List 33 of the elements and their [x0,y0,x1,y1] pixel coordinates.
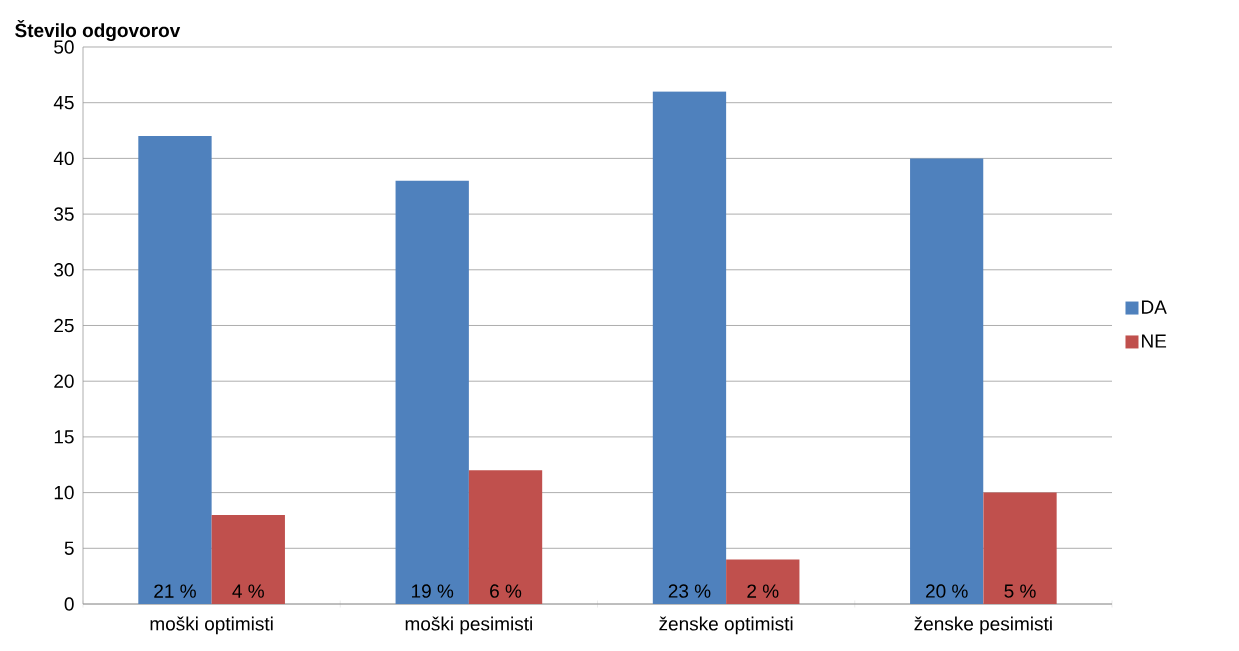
x-tick-label: ženske optimisti [659,616,793,635]
bar [983,492,1057,604]
annotation: 23 % [668,584,711,598]
annotation: 2 % [747,584,779,598]
y-tick-label: 5 [64,541,74,555]
y-tick-label: 50 [54,40,74,54]
bar [652,91,727,604]
annotation: 6 % [490,584,522,598]
y-tick-label: 30 [54,263,74,277]
x-tick-label: ženske pesimisti [914,616,1052,635]
legend-label: DA [1142,300,1167,314]
annotation: 21 % [154,584,196,598]
annotation: 19 % [412,584,454,598]
x-tick-label: moški optimisti [150,616,273,635]
y-tick-label: 15 [54,430,74,444]
legend-label: NE [1142,334,1167,348]
annotation: 20 % [926,584,968,598]
bar [726,559,800,604]
bar [395,180,469,604]
y-tick-label: 40 [53,151,74,166]
bar [910,158,984,604]
x-tick-label: moški pesimisti [405,616,532,635]
bar [211,514,285,604]
bar [468,470,543,604]
y-tick-label: 25 [54,318,74,333]
annotation: 4 % [232,584,264,598]
y-tick-label: 45 [53,96,74,110]
bar [138,136,212,604]
y-tick-label: 20 [54,374,74,388]
y-tick-label: 0 [64,597,74,611]
y-tick-label: 35 [54,207,74,221]
annotation: 5 % [1004,584,1036,598]
y-tick-label: 10 [54,485,74,500]
